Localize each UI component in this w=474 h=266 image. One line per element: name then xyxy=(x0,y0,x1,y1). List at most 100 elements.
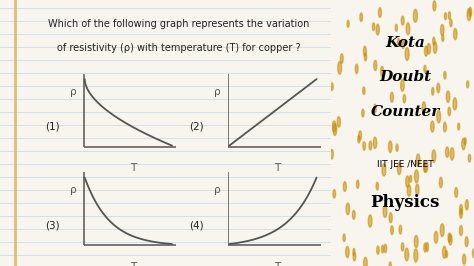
Ellipse shape xyxy=(454,28,457,40)
Ellipse shape xyxy=(397,163,401,175)
Ellipse shape xyxy=(363,142,365,150)
Ellipse shape xyxy=(448,12,451,19)
Ellipse shape xyxy=(382,245,384,253)
Ellipse shape xyxy=(448,233,451,242)
Ellipse shape xyxy=(414,235,418,248)
Text: IIT JEE /NEET: IIT JEE /NEET xyxy=(377,160,434,169)
Ellipse shape xyxy=(459,226,463,236)
Text: ρ: ρ xyxy=(214,185,221,195)
Ellipse shape xyxy=(376,182,378,190)
Ellipse shape xyxy=(437,110,441,123)
Ellipse shape xyxy=(360,13,363,22)
Text: ρ: ρ xyxy=(214,86,221,97)
Ellipse shape xyxy=(427,43,430,54)
Ellipse shape xyxy=(407,185,411,196)
Ellipse shape xyxy=(382,164,386,176)
Ellipse shape xyxy=(395,24,397,31)
Ellipse shape xyxy=(424,161,428,172)
Ellipse shape xyxy=(440,224,444,236)
Ellipse shape xyxy=(406,23,410,35)
Ellipse shape xyxy=(443,246,446,258)
Ellipse shape xyxy=(389,141,392,153)
Ellipse shape xyxy=(401,80,404,91)
Ellipse shape xyxy=(449,234,452,245)
Ellipse shape xyxy=(433,1,436,11)
Ellipse shape xyxy=(402,40,404,49)
Text: of resistivity (ρ) with temperature (T) for copper ?: of resistivity (ρ) with temperature (T) … xyxy=(57,43,301,53)
Text: ρ: ρ xyxy=(70,185,76,195)
Text: (3): (3) xyxy=(45,220,59,230)
Text: Physics: Physics xyxy=(371,194,440,211)
Ellipse shape xyxy=(413,9,417,22)
Ellipse shape xyxy=(424,243,427,252)
Ellipse shape xyxy=(363,87,365,94)
Ellipse shape xyxy=(433,42,437,53)
Ellipse shape xyxy=(353,248,355,255)
Text: T: T xyxy=(274,262,281,266)
Ellipse shape xyxy=(437,83,440,93)
Ellipse shape xyxy=(401,16,404,25)
Ellipse shape xyxy=(389,262,392,266)
Ellipse shape xyxy=(414,170,419,183)
Ellipse shape xyxy=(425,46,428,56)
Text: ρ: ρ xyxy=(70,86,76,97)
Ellipse shape xyxy=(376,24,379,35)
Ellipse shape xyxy=(442,35,444,41)
Ellipse shape xyxy=(468,154,471,162)
Ellipse shape xyxy=(352,210,355,219)
Ellipse shape xyxy=(448,107,451,116)
Ellipse shape xyxy=(332,121,336,132)
Ellipse shape xyxy=(338,61,342,74)
Ellipse shape xyxy=(443,122,447,132)
Ellipse shape xyxy=(356,180,359,188)
Ellipse shape xyxy=(433,37,435,45)
Ellipse shape xyxy=(374,60,377,70)
Ellipse shape xyxy=(355,64,358,74)
Ellipse shape xyxy=(473,249,474,258)
Text: (1): (1) xyxy=(45,122,59,132)
Text: T: T xyxy=(274,163,281,173)
Ellipse shape xyxy=(440,24,444,35)
Ellipse shape xyxy=(459,209,463,218)
Ellipse shape xyxy=(331,83,333,90)
Ellipse shape xyxy=(377,246,379,254)
Ellipse shape xyxy=(347,20,349,27)
Ellipse shape xyxy=(383,205,387,217)
Text: (4): (4) xyxy=(190,220,204,230)
Ellipse shape xyxy=(399,225,402,234)
Ellipse shape xyxy=(431,121,434,132)
Ellipse shape xyxy=(364,46,366,56)
Ellipse shape xyxy=(457,123,460,130)
Ellipse shape xyxy=(432,88,434,95)
Ellipse shape xyxy=(396,144,398,151)
Ellipse shape xyxy=(444,13,447,20)
Ellipse shape xyxy=(465,237,468,247)
Ellipse shape xyxy=(416,154,420,166)
Ellipse shape xyxy=(444,71,446,79)
Ellipse shape xyxy=(460,205,463,214)
Ellipse shape xyxy=(389,213,392,223)
Ellipse shape xyxy=(426,243,428,252)
Ellipse shape xyxy=(378,8,382,18)
Ellipse shape xyxy=(333,190,336,198)
Ellipse shape xyxy=(401,243,404,251)
Ellipse shape xyxy=(359,131,362,140)
Ellipse shape xyxy=(362,109,364,117)
Text: Doubt: Doubt xyxy=(379,70,431,84)
Ellipse shape xyxy=(463,254,466,265)
Ellipse shape xyxy=(416,184,419,195)
Ellipse shape xyxy=(368,215,372,227)
Ellipse shape xyxy=(365,53,367,61)
Ellipse shape xyxy=(369,141,372,150)
Ellipse shape xyxy=(434,231,438,243)
Ellipse shape xyxy=(381,66,383,76)
Ellipse shape xyxy=(464,138,466,144)
Ellipse shape xyxy=(450,19,452,27)
Text: Kota: Kota xyxy=(385,36,425,49)
Ellipse shape xyxy=(424,65,426,73)
Ellipse shape xyxy=(346,203,350,215)
Ellipse shape xyxy=(465,200,468,210)
Ellipse shape xyxy=(432,150,436,162)
Ellipse shape xyxy=(391,92,393,102)
Ellipse shape xyxy=(397,38,400,46)
